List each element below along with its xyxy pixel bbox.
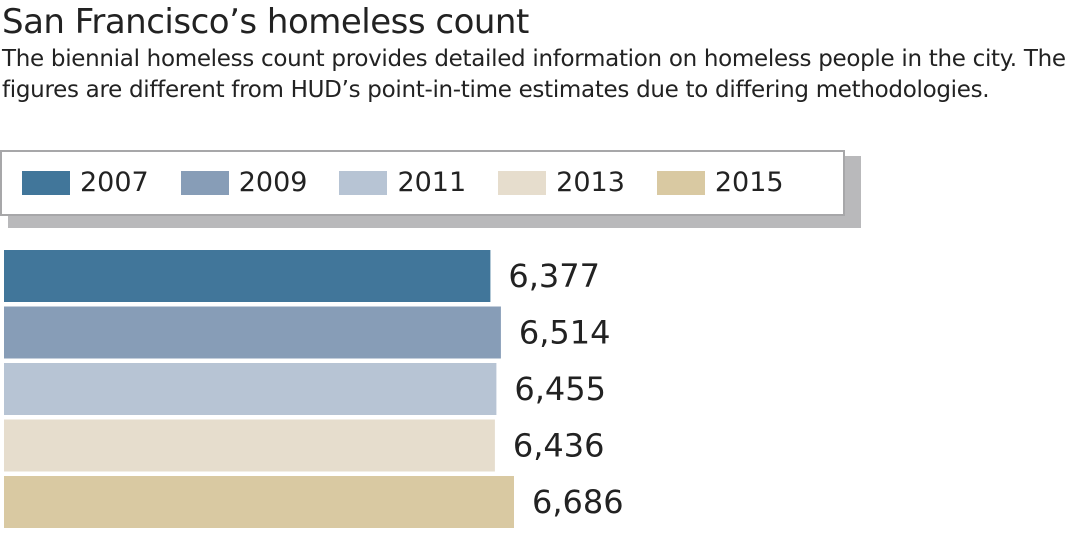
legend-label: 2009 [238,167,308,198]
bar-chart: 6,377 6,514 6,455 6,436 6,686 [4,250,624,528]
legend-swatch [656,171,705,195]
legend-swatch [498,171,547,195]
chart-subtitle: The biennial homeless count provides det… [2,46,1066,103]
bar-2011 [4,363,497,415]
bar-value-label-2011: 6,455 [514,370,606,408]
legend-swatch [180,171,229,195]
legend-swatch [22,171,70,195]
legend-item-2015: 2015 [656,167,784,198]
bar-2009 [4,306,501,359]
legend-item-2007: 2007 [22,168,149,198]
legend-label: 2007 [80,167,149,198]
bar-2007 [4,250,491,302]
bar-value-label-2015: 6,686 [532,483,624,521]
legend-label: 2011 [397,167,467,198]
bar-2015 [4,476,514,528]
legend-item-2011: 2011 [339,168,466,198]
legend-label: 2013 [556,167,625,198]
legend: 2007 2009 2011 2013 2015 [0,150,845,216]
bar-value-label-2009: 6,514 [519,314,611,352]
chart-title: San Francisco’s homeless count [2,2,529,42]
legend-label: 2015 [714,167,784,198]
legend-swatch [339,171,388,195]
bar-value-label-2013: 6,436 [513,427,605,465]
legend-item-2013: 2013 [498,168,625,198]
bar-value-label-2007: 6,377 [508,257,600,295]
legend-item-2009: 2009 [180,167,308,198]
bar-2013 [4,419,495,472]
